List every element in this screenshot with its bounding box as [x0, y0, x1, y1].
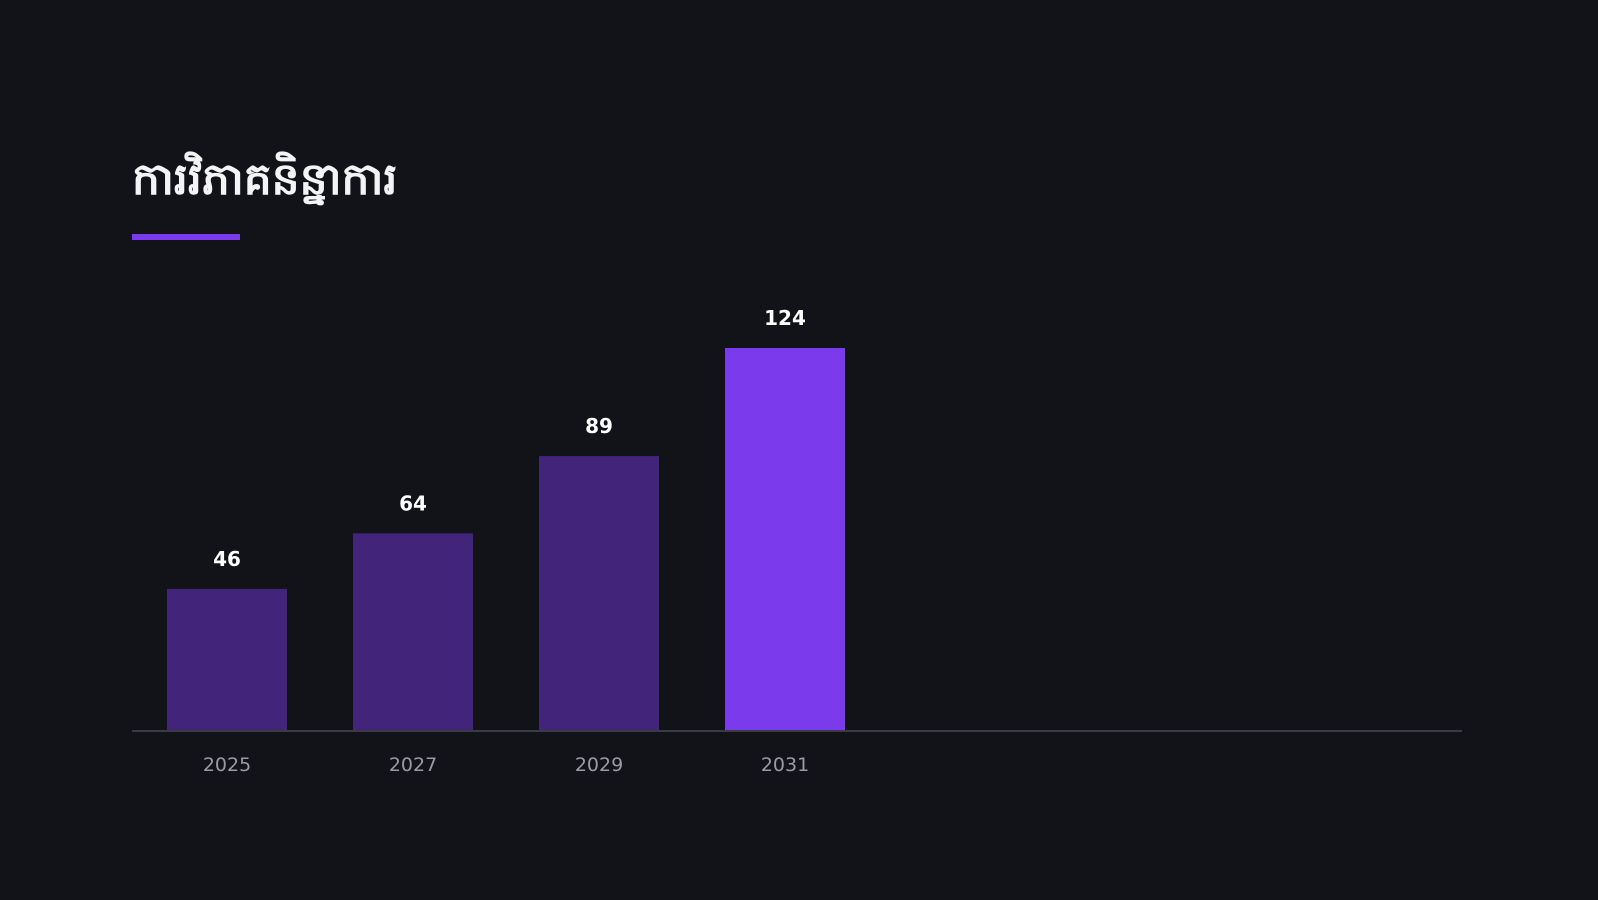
- title-underline: [132, 234, 240, 240]
- value-label-2025: 46: [213, 547, 241, 571]
- chart-title: ការវិភាគនិន្នាការ: [132, 154, 398, 205]
- x-tick-label-2027: 2027: [389, 754, 437, 776]
- value-labels-group: 46 64 89 124: [213, 306, 806, 571]
- value-label-2029: 89: [585, 414, 613, 438]
- x-tick-labels-group: 2025 2027 2029 2031: [203, 754, 809, 776]
- bars-group: [167, 348, 845, 731]
- bar-2029: [539, 456, 659, 731]
- value-label-2031: 124: [764, 306, 806, 330]
- x-tick-label-2025: 2025: [203, 754, 251, 776]
- x-tick-label-2031: 2031: [761, 754, 809, 776]
- bar-2025: [167, 588, 287, 731]
- x-tick-label-2029: 2029: [575, 754, 623, 776]
- value-label-2027: 64: [399, 491, 427, 515]
- bar-2027: [353, 533, 473, 731]
- bar-2031: [725, 348, 845, 731]
